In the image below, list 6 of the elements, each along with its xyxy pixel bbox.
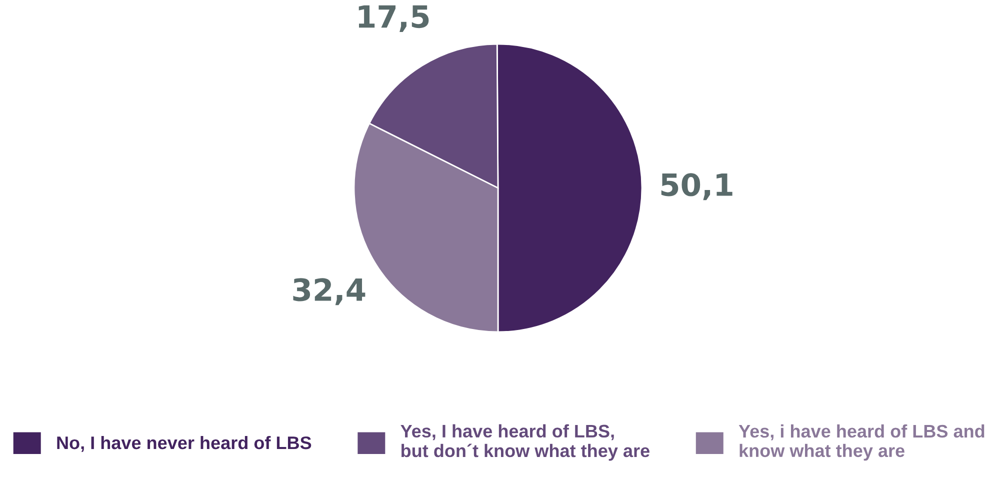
legend-label: Yes, i have heard of LBS and know what they are <box>738 424 984 461</box>
data-label: 32,4 <box>293 278 366 306</box>
legend-label: No, I have never heard of LBS <box>57 436 312 452</box>
data-label: 17,5 <box>358 5 429 32</box>
legend-label: Yes, I have heard of LBS, but don´t know what they are <box>400 424 650 461</box>
data-label: 50,1 <box>661 173 732 200</box>
